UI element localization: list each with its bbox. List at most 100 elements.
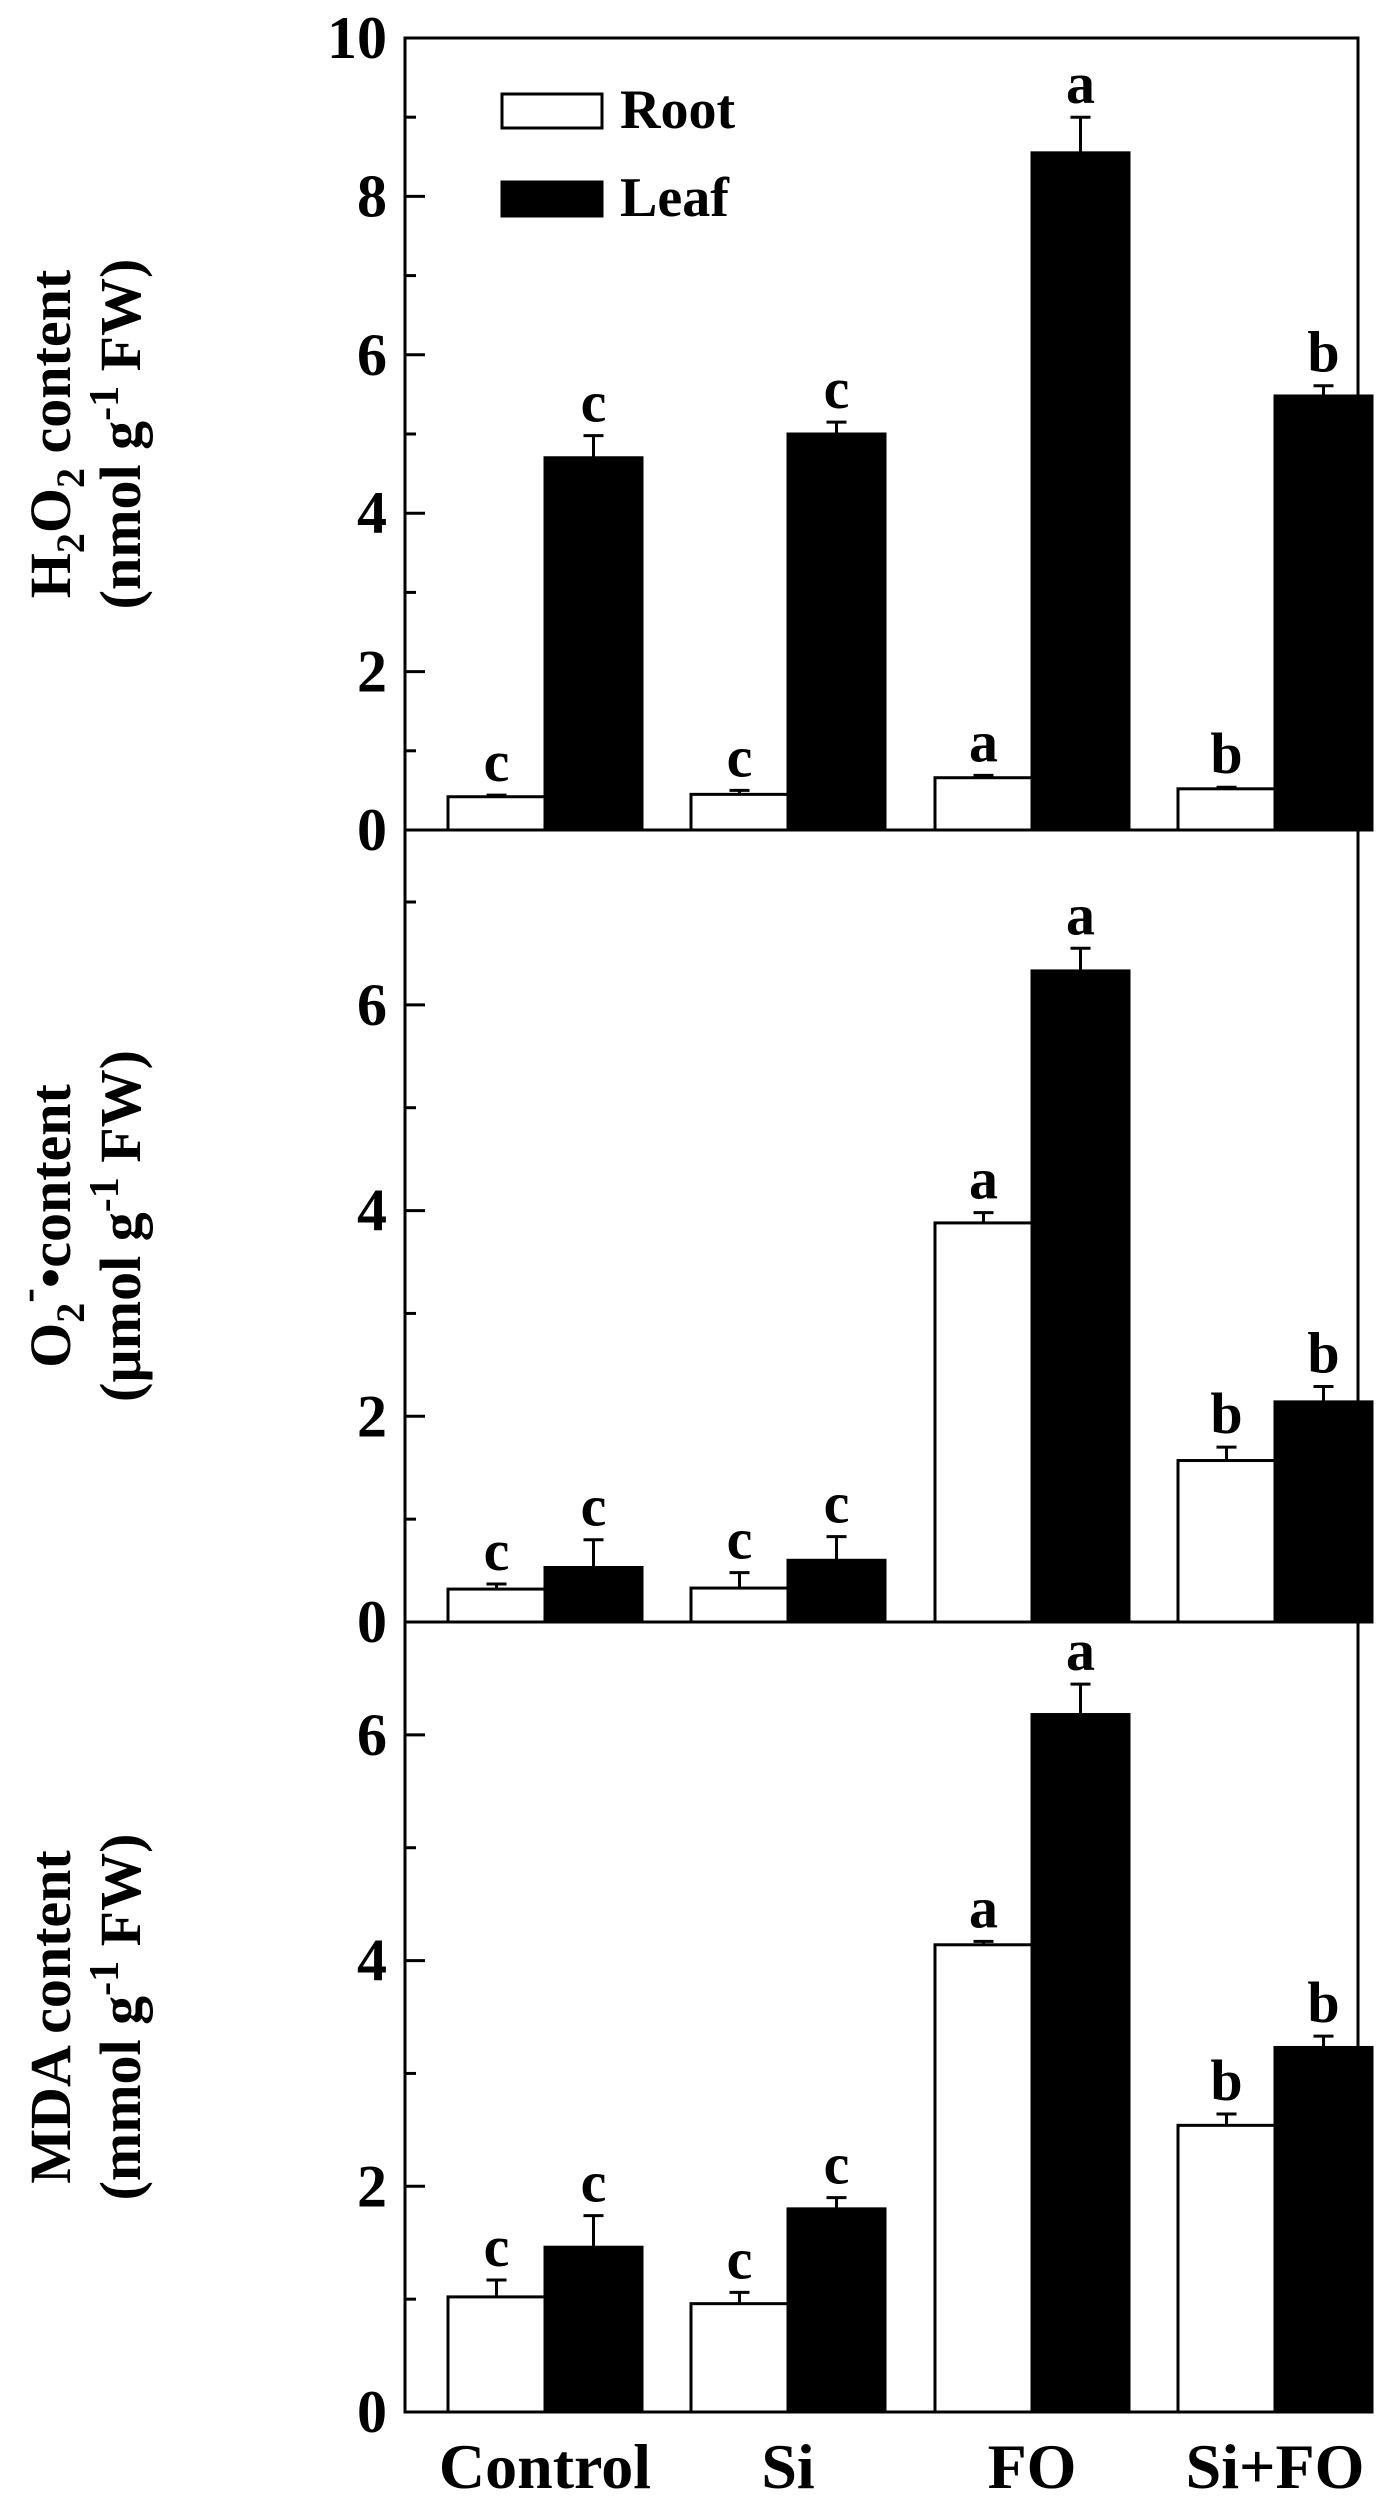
significance-letter: c [824,1471,850,1536]
significance-letter: b [1210,721,1242,786]
significance-letter: c [484,729,510,794]
significance-letter: c [824,2132,850,2197]
bar-leaf-si-fo [1273,2045,1374,2414]
y-tick-label: 2 [357,1383,387,1449]
significance-letter: b [1307,1320,1339,1385]
significance-letter: a [969,1147,998,1212]
ylabel-part: content [18,269,83,468]
y-tick-label: 10 [327,5,387,71]
significance-letter: b [1210,1381,1242,1446]
ylabel-superscript: -1 [82,1177,128,1212]
ylabel-unit: (nmol g [88,421,153,610]
bar-leaf-fo [1030,969,1131,1624]
y-tick-label: 4 [357,1928,387,1994]
ylabel-part: H [18,553,83,598]
bar-leaf-si [786,2207,887,2414]
bar-root-si [689,1586,790,1624]
bar-root-si-fo [1176,2123,1277,2414]
bar-root-fo [933,776,1034,832]
ylabel-superscript: -1 [82,386,128,421]
significance-letter: b [1307,320,1339,385]
significance-letter: c [727,1507,753,1572]
ylabel-superscript: -1 [82,1961,128,1996]
y-tick-label: 6 [357,1702,387,1768]
ylabel-subscript: 2 [48,533,93,553]
significance-letter: c [824,356,850,421]
y-tick-label: 2 [357,2153,387,2219]
bar-leaf-control [543,456,644,832]
significance-letter: a [1066,1618,1095,1683]
ylabel-unit: FW) [88,259,153,386]
x-category-label: Control [439,2431,651,2500]
y-tick-label: 4 [357,1178,387,1244]
bar-root-control [446,2295,547,2414]
legend-label-leaf: Leaf [620,167,730,229]
y-axis-title-top: H2O2 content(nmol g-1 FW) [18,259,153,610]
y-axis-title-line1: MDA content [18,1850,83,2184]
significance-letter: a [1066,882,1095,947]
bar-root-control [446,795,547,832]
significance-letter: b [1210,2048,1242,2113]
significance-letter: c [484,1518,510,1583]
bar-root-si-fo [1176,787,1277,832]
bar-root-si [689,792,790,832]
significance-letter: a [969,709,998,774]
legend-swatch-leaf [500,180,604,218]
legend-label-root: Root [620,79,735,141]
bar-root-si-fo [1176,1459,1277,1624]
y-tick-label: 0 [357,2379,387,2445]
significance-letter: c [581,2150,607,2215]
bar-root-fo [933,1943,1034,2414]
bars-layer [446,115,1374,2414]
significance-letter: a [1066,51,1095,116]
ylabel-part: MDA content [18,1850,83,2184]
y-tick-label: 2 [357,639,387,705]
significance-letter: b [1307,1970,1339,2035]
ylabel-unit: (µmol g [88,1212,153,1402]
x-category-label: Si [761,2431,814,2500]
legend-swatch-root [500,92,604,130]
ylabel-unit: FW) [88,1834,153,1961]
significance-letter: a [969,1875,998,1940]
ylabel-subscript: 2 [48,1303,93,1323]
ylabel-part: O [18,488,83,533]
y-axis-title-line2: (µmol g-1 FW) [82,1050,153,1402]
y-tick-label: 6 [357,322,387,388]
bar-root-si [689,2302,790,2414]
x-category-label: FO [988,2431,1077,2500]
bar-leaf-control [543,2245,644,2414]
y-tick-label: 0 [357,1589,387,1655]
bar-leaf-si [786,432,887,832]
significance-letter: c [727,2226,753,2291]
ylabel-superscript: - [3,1288,52,1303]
ylabel-unit: (mmol g [88,1996,153,2201]
y-tick-label: 8 [357,163,387,229]
ylabel-part: O [18,1323,83,1368]
bar-leaf-si [786,1558,887,1624]
y-tick-label: 6 [357,972,387,1038]
y-tick-label: 0 [357,797,387,863]
significance-letter: c [581,370,607,435]
bar-leaf-si-fo [1273,394,1374,832]
ylabel-radical-dot: • [18,1268,83,1288]
significance-letter: c [484,2214,510,2279]
y-axis-title-middle: O2-•content(µmol g-1 FW) [3,1050,153,1402]
y-axis-title-line2: (nmol g-1 FW) [82,259,153,610]
bar-root-control [446,1587,547,1624]
significance-letter: c [727,724,753,789]
y-axis-title-line2: (mmol g-1 FW) [82,1834,153,2201]
ylabel-subscript: 2 [48,468,93,488]
bar-leaf-fo [1030,1713,1131,2414]
bar-root-fo [933,1221,1034,1624]
y-axis-title-line1: H2O2 content [18,269,93,598]
x-category-label: Si+FO [1186,2431,1365,2500]
y-axis-title-bottom: MDA content (mmol g-1 FW) [18,1834,153,2201]
ylabel-part: content [18,1083,83,1267]
y-tick-label: 4 [357,480,387,546]
bar-leaf-si-fo [1273,1400,1374,1624]
y-axis-title-line1: O2-•content [3,1083,93,1367]
ylabel-unit: FW) [88,1050,153,1177]
bar-leaf-fo [1030,151,1131,832]
